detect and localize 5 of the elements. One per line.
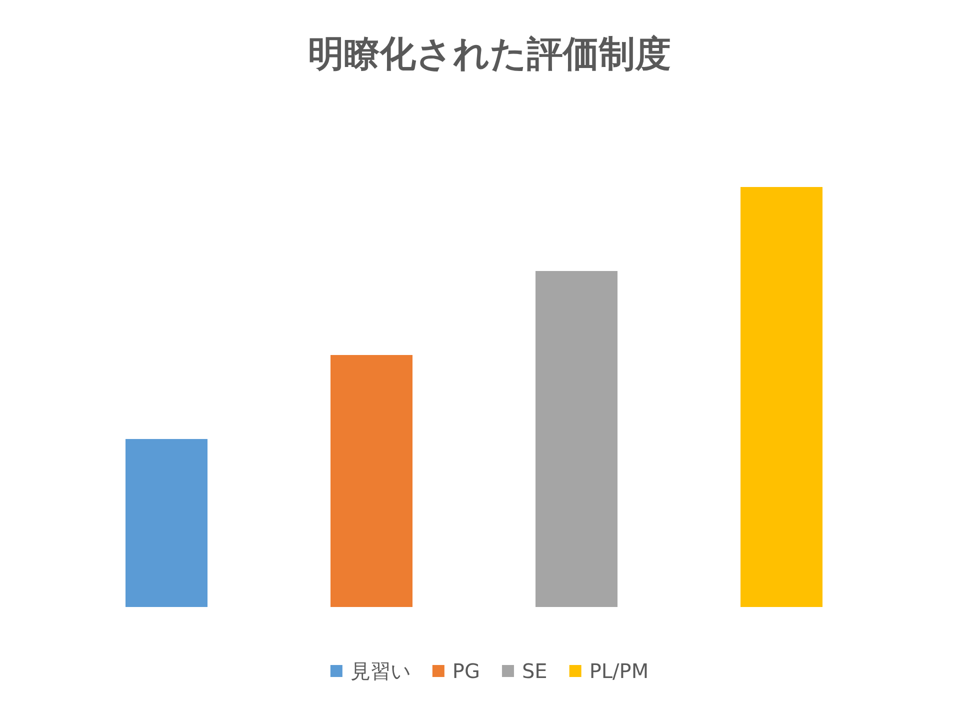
legend-label: SE (522, 659, 548, 683)
title: 明瞭化された評価制度 (308, 34, 671, 75)
legend-label: 見習い (350, 659, 410, 683)
legend-label: PL/PM (589, 659, 649, 683)
legend-label: PG (452, 659, 480, 683)
